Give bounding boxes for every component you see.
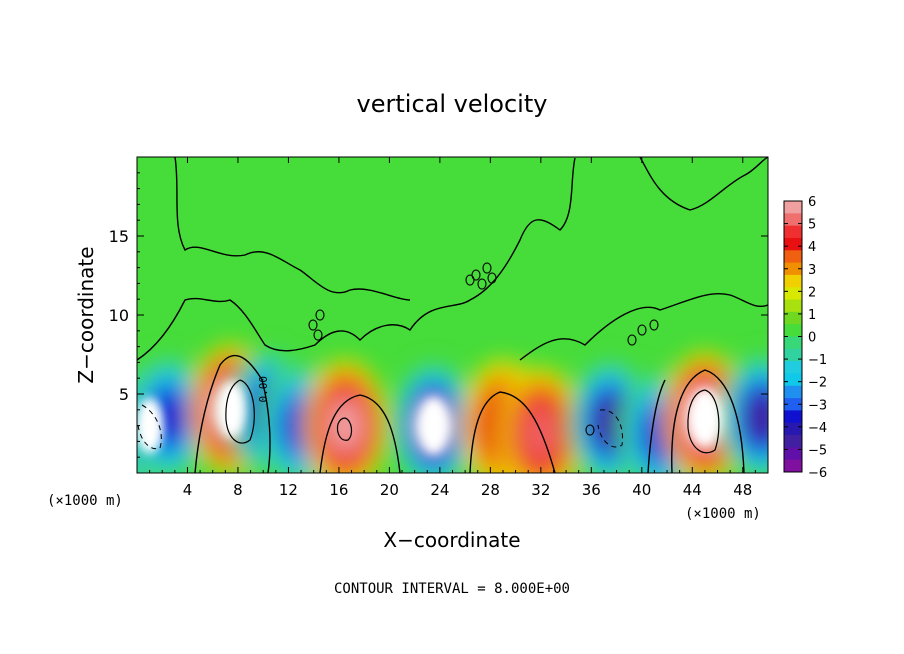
x-tick-label: 8 bbox=[233, 481, 243, 499]
small-contour bbox=[637, 324, 647, 336]
y-axis-ticks: 5 10 15 bbox=[109, 172, 768, 458]
velocity-level bbox=[745, 393, 768, 443]
x-tick-label: 28 bbox=[481, 481, 500, 499]
dashed-contour-line bbox=[137, 404, 162, 450]
positive-contour-line bbox=[336, 417, 353, 441]
positive-contour-line bbox=[225, 379, 255, 444]
zero-contour-line bbox=[671, 369, 745, 473]
velocity-core bbox=[137, 397, 164, 454]
small-contour bbox=[313, 329, 323, 341]
small-contour bbox=[649, 319, 659, 331]
y-axis-label: Z−coordinate bbox=[74, 246, 98, 383]
x-axis-label: X−coordinate bbox=[383, 528, 520, 552]
colorbar-segment bbox=[784, 237, 802, 251]
zero-contour-line bbox=[469, 391, 556, 473]
x-axis-ticks: 4 8 12 16 20 24 28 32 36 40 44 48 bbox=[149, 157, 756, 499]
x-tick-label: 20 bbox=[380, 481, 399, 499]
contour-interval-label: CONTOUR INTERVAL = 8.000E+00 bbox=[334, 581, 570, 597]
colorbar-tick-label: 5 bbox=[808, 218, 816, 233]
colorbar-segment bbox=[784, 311, 802, 325]
colorbar-segment bbox=[784, 459, 802, 473]
velocity-core bbox=[419, 397, 448, 454]
colorbar-segment bbox=[784, 213, 802, 227]
colorbar-tick-label: −6 bbox=[808, 466, 827, 481]
colorbar-segment bbox=[784, 324, 802, 337]
colorbar-segment bbox=[784, 250, 802, 264]
velocity-core bbox=[690, 389, 719, 446]
zero-contour-label: 0.00 bbox=[257, 376, 270, 403]
small-contour bbox=[308, 319, 318, 331]
small-contour bbox=[315, 309, 325, 321]
zero-contour-line bbox=[519, 293, 768, 361]
colorbar-segment bbox=[784, 361, 802, 374]
colorbar-segment bbox=[784, 435, 802, 448]
small-contour bbox=[627, 334, 637, 346]
small-contour bbox=[482, 262, 492, 274]
velocity-core bbox=[217, 381, 246, 438]
colorbar-tick-label: 3 bbox=[808, 263, 816, 278]
colorbar-tick-label: 6 bbox=[808, 195, 816, 210]
colorbar-tick-label: −3 bbox=[808, 398, 827, 413]
colorbar-tick-label: 4 bbox=[808, 240, 816, 255]
zero-contour-line bbox=[647, 379, 666, 473]
colorbar-tick-label: −4 bbox=[808, 421, 827, 436]
colorbar-tick-label: −1 bbox=[808, 353, 827, 368]
colorbar-segment bbox=[784, 373, 802, 387]
x-tick-label: 12 bbox=[279, 481, 298, 499]
colorbar-segment bbox=[784, 422, 802, 436]
colorbar-tick-label: −5 bbox=[808, 443, 827, 458]
zero-contour-line bbox=[194, 354, 271, 473]
colorbar-segment bbox=[784, 410, 802, 424]
zero-contour-line bbox=[639, 157, 768, 211]
positive-contour-line bbox=[687, 389, 720, 454]
colorbar-segment bbox=[784, 274, 802, 288]
small-contour bbox=[477, 278, 487, 290]
colorbar-tick-label: 1 bbox=[808, 308, 816, 323]
small-contour bbox=[487, 272, 497, 284]
colorbar-segment bbox=[784, 299, 802, 313]
x-unit-right: (×1000 m) bbox=[685, 506, 761, 522]
colorbar-tick-label: 2 bbox=[808, 285, 816, 300]
colorbar-segment bbox=[784, 336, 802, 350]
small-contour bbox=[471, 269, 481, 281]
colorbar-segment bbox=[784, 201, 802, 214]
x-tick-label: 16 bbox=[329, 481, 348, 499]
colorbar: 6 5 4 3 2 1 0 −1 −2 −3 −4 −5 −6 bbox=[783, 195, 827, 481]
zero-contour-line bbox=[137, 157, 576, 361]
colorbar-segment bbox=[784, 447, 802, 461]
colorbar-segment bbox=[784, 398, 802, 411]
x-unit-left: (×1000 m) bbox=[47, 493, 123, 509]
colorbar-tick-label: −2 bbox=[808, 376, 827, 391]
zero-contour-line bbox=[319, 394, 401, 473]
small-contour bbox=[585, 424, 595, 436]
x-tick-label: 44 bbox=[683, 481, 702, 499]
zero-contour-line bbox=[174, 157, 411, 301]
x-tick-label: 40 bbox=[632, 481, 651, 499]
colorbar-tick-label: 0 bbox=[808, 331, 816, 346]
y-tick-label: 5 bbox=[119, 385, 129, 404]
y-tick-label: 15 bbox=[109, 227, 129, 246]
small-contours bbox=[308, 262, 659, 436]
colorbar-segment bbox=[784, 348, 802, 362]
x-tick-label: 32 bbox=[531, 481, 550, 499]
x-tick-label: 24 bbox=[430, 481, 449, 499]
colorbar-segment bbox=[784, 225, 802, 239]
velocity-level bbox=[328, 401, 362, 451]
colorbar-segment bbox=[784, 287, 802, 301]
x-tick-label: 36 bbox=[582, 481, 601, 499]
y-tick-label: 10 bbox=[109, 306, 129, 325]
x-tick-label: 48 bbox=[733, 481, 752, 499]
x-tick-label: 4 bbox=[183, 481, 193, 499]
velocity-cores bbox=[137, 381, 719, 454]
chart-title: vertical velocity bbox=[357, 90, 548, 118]
colorbar-segment bbox=[784, 385, 802, 399]
dashed-contour-line bbox=[597, 409, 624, 448]
colorbar-segment bbox=[784, 262, 802, 276]
